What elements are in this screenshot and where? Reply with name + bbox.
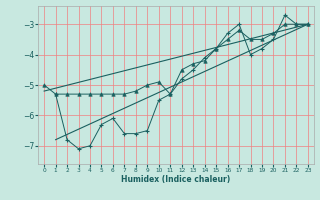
X-axis label: Humidex (Indice chaleur): Humidex (Indice chaleur)	[121, 175, 231, 184]
